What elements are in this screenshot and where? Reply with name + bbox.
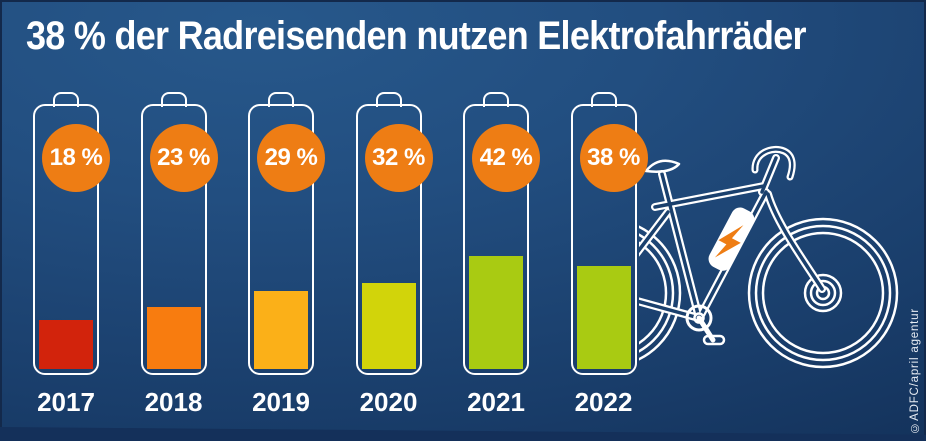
battery-bar-2019: 29 % 2019	[248, 92, 325, 422]
percentage-badge: 29 %	[257, 124, 325, 192]
year-label: 2020	[359, 387, 418, 417]
battery-bar-2022: 38 % 2022	[570, 92, 648, 422]
battery-cap	[483, 92, 509, 107]
battery-body	[463, 104, 529, 375]
battery-cap	[160, 92, 187, 107]
year-label: 2021	[467, 387, 525, 417]
battery-fill-level	[469, 255, 523, 369]
battery-body	[140, 104, 207, 375]
battery-fill-level	[39, 320, 93, 369]
battery-fill-level	[361, 282, 416, 369]
percentage-badge: 23 %	[149, 124, 218, 192]
battery-cap	[590, 92, 617, 107]
battery-body	[248, 104, 314, 375]
battery-cap	[268, 92, 294, 107]
battery-bar-2020: 32 % 2020	[355, 92, 433, 422]
battery-body	[355, 104, 422, 375]
year-label: 2018	[144, 387, 203, 417]
credit-text: ©ADFC/april agentur	[909, 308, 921, 434]
year-label: 2017	[37, 387, 95, 417]
percentage-badge: 38 %	[579, 124, 648, 192]
battery-cap	[53, 92, 79, 107]
percentage-badge: 18 %	[42, 124, 110, 192]
battery-body	[33, 104, 99, 375]
page-title: 38 % der Radreisenden nutzen Elektrofahr…	[26, 14, 807, 58]
battery-bar-2021: 42 % 2021	[463, 92, 540, 422]
year-label: 2022	[574, 387, 633, 417]
battery-bar-2018: 23 % 2018	[140, 92, 218, 422]
battery-fill-level	[576, 266, 631, 369]
battery-bar-2017: 18 % 2017	[33, 92, 110, 422]
battery-fill-level	[254, 290, 308, 369]
battery-fill-level	[146, 306, 201, 369]
battery-cap	[375, 92, 402, 107]
percentage-badge: 32 %	[364, 124, 433, 192]
battery-body	[570, 104, 637, 375]
percentage-badge: 42 %	[472, 124, 540, 192]
year-label: 2019	[252, 387, 310, 417]
